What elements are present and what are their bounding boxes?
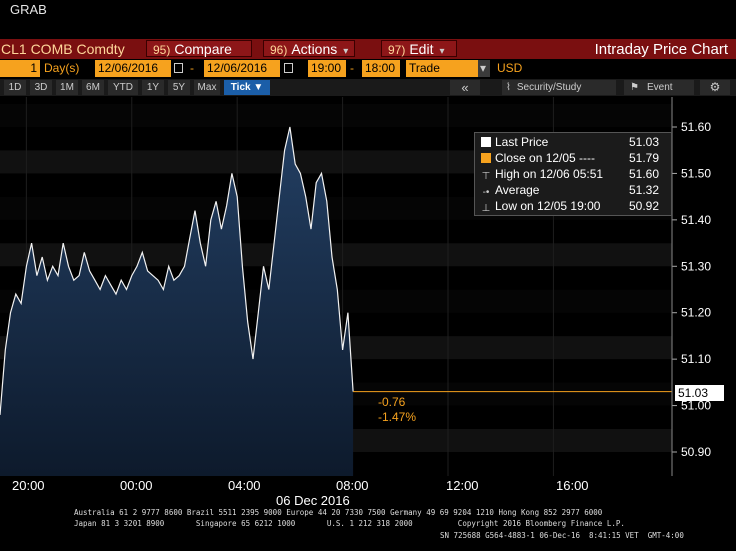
currency-label: USD (497, 61, 523, 75)
chart-legend[interactable]: Last Price 51.03 Close on 12/05 ---- 51.… (474, 132, 672, 216)
security-study-button[interactable]: ⌇ Security/Study (502, 80, 616, 95)
legend-row-last-price: Last Price 51.03 (481, 134, 659, 150)
study-icon: ⌇ (506, 82, 511, 93)
period-unit-label: Day(s) (44, 61, 80, 75)
legend-row-average: -• Average 51.32 (481, 182, 659, 198)
legend-label: Low on 12/05 19:00 (495, 199, 601, 213)
range-ytd-button[interactable]: YTD (108, 80, 138, 95)
y-tick-label: 51.20 (681, 306, 711, 320)
y-tick-label: 51.00 (681, 399, 711, 413)
y-tick-label: 51.60 (681, 120, 711, 134)
net-change-label: -0.76 (378, 395, 406, 409)
x-tick-label: 08:00 (336, 478, 369, 493)
legend-value: 51.03 (629, 135, 660, 149)
event-label: Event (646, 82, 673, 93)
grab-label: GRAB (10, 2, 47, 17)
grid-band (0, 243, 672, 267)
actions-button[interactable]: 96) Actions ▾ (263, 40, 355, 57)
actions-num: 96) (270, 43, 288, 57)
legend-value: 51.32 (629, 183, 660, 197)
edit-label: Edit (409, 41, 434, 57)
compare-label: Compare (174, 41, 232, 57)
start-calendar-icon[interactable] (174, 63, 183, 73)
legend-label: Average (495, 183, 540, 197)
y-tick-label: 51.50 (681, 166, 711, 180)
collapse-icon[interactable]: « (450, 80, 480, 95)
x-tick-label: 00:00 (120, 478, 153, 493)
parameter-bar: 1 Day(s) 12/06/2016 - 12/06/2016 19:00 -… (0, 60, 736, 78)
range-toolbar: 1D 3D 1M 6M YTD 1Y 5Y Max Tick ▼ « ⌇ Secu… (0, 79, 736, 96)
gear-icon[interactable]: ⚙ (700, 80, 730, 95)
start-date-input[interactable]: 12/06/2016 (95, 60, 171, 77)
flag-icon: ⚑ (630, 82, 639, 93)
event-button[interactable]: ⚑ Event (624, 80, 694, 95)
pct-change-label: -1.47% (378, 410, 417, 424)
tick-dropdown-button[interactable]: Tick ▼ (224, 80, 270, 95)
compare-num: 95) (153, 43, 171, 57)
x-axis-date-label: 06 Dec 2016 (276, 493, 350, 508)
price-series (0, 126, 354, 476)
legend-row-low: ⊥ Low on 12/05 19:00 50.92 (481, 198, 659, 214)
edit-button[interactable]: 97) Edit ▾ (381, 40, 457, 57)
range-1d-button[interactable]: 1D (4, 80, 26, 95)
last-price-label: 51.03 (675, 385, 724, 401)
y-axis: 51.60 51.50 51.40 51.30 51.20 51.10 51.00 50.90 (672, 120, 711, 459)
legend-label: Last Price (495, 135, 549, 149)
range-1y-button[interactable]: 1Y (142, 80, 164, 95)
average-marker-icon: -• (482, 187, 490, 198)
footer-serial-line: SN 725688 G564-4883-1 06-Dec-16 8:41:15 … (440, 531, 684, 540)
legend-row-high: ⊤ High on 12/06 05:51 51.60 (481, 166, 659, 182)
legend-value: 50.92 (629, 199, 660, 213)
price-area (0, 127, 354, 476)
security-ticker[interactable]: CL1 COMB Comdty (1, 41, 125, 57)
white-square-icon (481, 137, 491, 147)
compare-button[interactable]: 95) Compare (146, 40, 252, 57)
actions-label: Actions (291, 41, 338, 57)
x-tick-label: 04:00 (228, 478, 261, 493)
grid-band (0, 104, 672, 127)
actions-dropdown-icon: ▾ (343, 46, 349, 57)
y-tick-label: 51.40 (681, 213, 711, 227)
legend-value: 51.60 (629, 167, 660, 181)
date-range-dash: - (190, 61, 194, 75)
footer-contacts-line2: Japan 81 3 3201 8900 Singapore 65 6212 1… (74, 519, 625, 528)
x-tick-label: 20:00 (12, 478, 45, 493)
command-bar: CL1 COMB Comdty 95) Compare 96) Actions ▾ 9… (0, 39, 736, 59)
edit-dropdown-icon: ▾ (439, 46, 445, 57)
range-3d-button[interactable]: 3D (30, 80, 52, 95)
y-tick-label: 51.10 (681, 352, 711, 366)
market-dropdown-icon[interactable]: ▾ (478, 60, 490, 77)
y-tick-label: 50.90 (681, 445, 711, 459)
chart-title: Intraday Price Chart (594, 41, 728, 58)
legend-value: 51.79 (629, 151, 660, 165)
range-6m-button[interactable]: 6M (82, 80, 104, 95)
range-1m-button[interactable]: 1M (56, 80, 78, 95)
period-count-input[interactable]: 1 (0, 60, 40, 77)
end-calendar-icon[interactable] (284, 63, 293, 73)
footer-contacts-line1: Australia 61 2 9777 8600 Brazil 5511 239… (74, 508, 603, 517)
high-marker-icon: ⊤ (481, 171, 491, 182)
time-range-dash: - (350, 61, 354, 75)
edit-num: 97) (388, 43, 406, 57)
low-marker-icon: ⊥ (481, 203, 491, 214)
orange-square-icon (481, 153, 491, 163)
legend-row-close: Close on 12/05 ---- 51.79 (481, 150, 659, 166)
start-time-input[interactable]: 19:00 (308, 60, 346, 77)
end-date-input[interactable]: 12/06/2016 (204, 60, 280, 77)
range-5y-button[interactable]: 5Y (168, 80, 190, 95)
market-select[interactable]: Trade (406, 60, 478, 77)
legend-label: High on 12/06 05:51 (495, 167, 604, 181)
x-tick-label: 12:00 (446, 478, 479, 493)
legend-label: Close on 12/05 ---- (495, 151, 596, 165)
end-time-input[interactable]: 18:00 (362, 60, 400, 77)
range-max-button[interactable]: Max (194, 80, 220, 95)
price-line (0, 126, 354, 415)
x-tick-label: 16:00 (556, 478, 589, 493)
security-study-label: Security/Study (516, 82, 582, 93)
y-tick-label: 51.30 (681, 259, 711, 273)
